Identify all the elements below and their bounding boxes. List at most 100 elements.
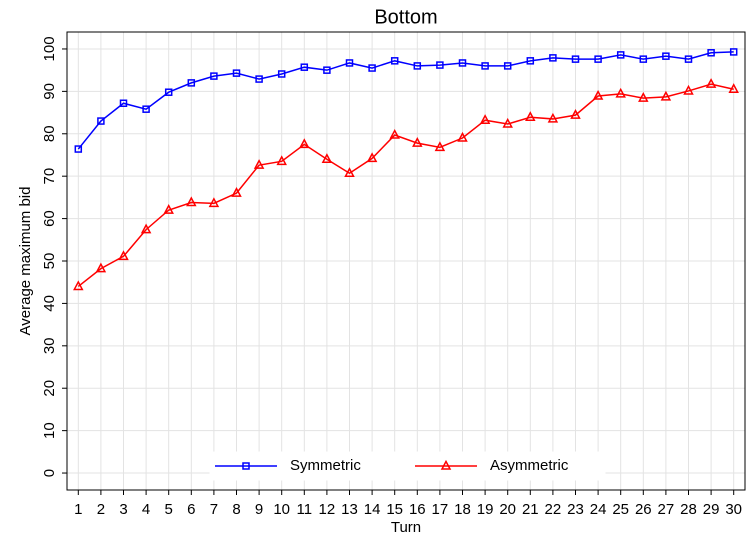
data-point [187,79,196,87]
data-point [434,141,446,152]
data-point [571,55,580,63]
data-point [208,197,220,208]
x-tick-label: 23 [567,501,584,518]
data-point [705,78,717,88]
x-tick-label: 27 [658,501,675,518]
x-tick-label: 24 [590,501,607,518]
x-tick-label: 18 [454,501,471,518]
legend-label: Symmetric [290,457,361,474]
x-tick-label: 26 [635,501,652,518]
y-axis-label: Average maximum bid [17,187,34,336]
data-point [73,280,84,291]
data-point [660,90,672,101]
data-point [458,59,467,67]
y-tick-label: 50 [41,253,58,270]
x-tick-label: 19 [477,501,494,518]
x-tick-label: 25 [612,501,629,518]
data-point [255,75,263,83]
data-point [592,89,604,100]
legend-label: Asymmetric [490,457,569,474]
data-point [390,57,399,65]
data-point [118,250,129,261]
y-tick-label: 0 [41,469,58,477]
y-tick-label: 40 [41,295,58,312]
data-point [549,54,557,62]
data-point [232,69,241,77]
data-point [321,153,333,163]
x-tick-label: 9 [255,501,263,518]
series-line [77,51,734,150]
x-tick-label: 20 [499,501,516,518]
data-point [728,83,739,93]
x-tick-label: 3 [119,501,127,518]
data-point [300,63,309,71]
data-point [707,49,715,57]
data-point [615,87,626,98]
x-tick-label: 6 [187,501,195,518]
data-point [277,70,286,78]
data-point [481,62,489,70]
x-tick-label: 13 [341,501,358,518]
x-tick-label: 1 [74,501,82,518]
data-point [345,59,354,67]
data-point [344,167,355,177]
y-tick-label: 20 [41,380,58,397]
data-point [389,128,400,139]
x-tick-label: 14 [364,501,381,518]
data-point [662,52,670,60]
data-point [231,187,242,197]
data-point [503,62,512,70]
data-point [547,112,559,123]
data-point [276,155,287,166]
data-point [729,48,738,56]
y-tick-label: 90 [41,83,58,100]
x-tick-label: 4 [142,501,150,518]
data-point [502,117,513,128]
x-tick-label: 15 [386,501,403,518]
x-tick-label: 17 [432,501,449,518]
data-point [639,55,648,63]
x-tick-label: 5 [165,501,173,518]
data-point [525,111,536,121]
x-tick-label: 30 [725,501,742,518]
data-point [366,152,378,163]
data-point [140,223,152,234]
x-tick-label: 12 [319,501,336,518]
data-point [186,196,197,207]
data-point [299,138,310,149]
data-point [253,159,265,169]
data-point [570,109,581,119]
x-tick-label: 28 [680,501,697,518]
data-point [413,62,422,70]
data-point [74,145,83,153]
data-point [594,55,602,63]
x-axis-label: Turn [391,519,421,536]
data-point [526,57,535,65]
chart-title: Bottom [374,6,437,28]
data-point [210,72,218,80]
y-tick-label: 10 [41,422,58,439]
y-tick-label: 80 [41,125,58,142]
x-tick-label: 10 [273,501,290,518]
data-point [436,61,444,69]
x-tick-label: 2 [97,501,105,518]
legend-marker [242,462,250,470]
data-point [119,99,128,107]
data-point [683,84,694,95]
x-tick-label: 29 [703,501,720,518]
x-tick-label: 11 [297,501,313,518]
data-point [412,137,423,147]
x-tick-label: 7 [210,501,218,518]
y-tick-label: 30 [41,337,58,354]
data-point [97,117,105,125]
data-point [368,64,376,72]
data-point [142,105,150,113]
data-point [479,114,491,124]
y-tick-label: 60 [41,210,58,227]
y-tick-label: 70 [41,168,58,185]
data-point [684,55,693,63]
x-tick-label: 21 [522,501,539,518]
data-point [638,92,649,102]
data-point [457,131,468,142]
